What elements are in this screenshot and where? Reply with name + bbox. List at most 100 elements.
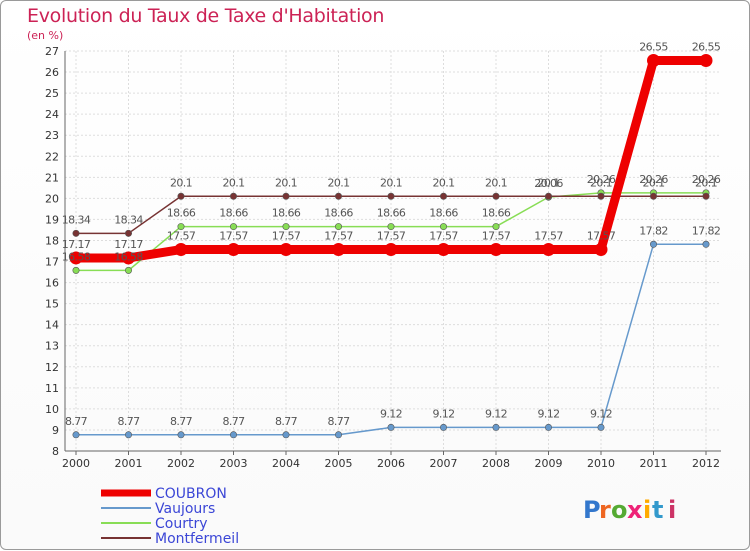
y-tick-label: 26 (45, 66, 59, 79)
point-coubron (489, 243, 503, 257)
y-tick-label: 21 (45, 171, 59, 184)
data-label-coubron: 17.57 (167, 230, 196, 243)
data-label-montfermeil: 20.1 (380, 176, 402, 189)
proxiti-logo: Pr o x i t i (583, 496, 676, 524)
x-tick-label: 2010 (587, 457, 615, 470)
y-tick-label: 23 (45, 129, 59, 142)
point-montfermeil (597, 192, 605, 200)
x-tick-label: 2008 (482, 457, 510, 470)
data-label-coubron: 26.55 (639, 40, 668, 53)
data-label-vaujours: 9.12 (380, 407, 402, 420)
data-label-coubron: 26.55 (692, 40, 721, 53)
data-label-montfermeil: 18.34 (62, 213, 91, 226)
point-coubron (647, 53, 660, 67)
data-label-vaujours: 9.12 (432, 407, 454, 420)
x-tick-label: 2004 (272, 457, 300, 470)
data-label-montfermeil: 20.1 (485, 176, 507, 189)
data-label-coubron: 17.17 (114, 238, 143, 251)
y-tick-label: 10 (45, 403, 59, 416)
data-label-vaujours: 17.82 (639, 224, 668, 237)
point-courtry (387, 223, 395, 231)
logo-letter: o (611, 496, 628, 524)
data-label-montfermeil: 20.1 (642, 176, 664, 189)
point-courtry (492, 223, 500, 231)
series-layer (69, 53, 713, 439)
point-coubron (69, 251, 83, 265)
data-label-courtry: 18.66 (429, 207, 458, 220)
point-coubron (542, 243, 555, 257)
x-tick-label: 2007 (430, 457, 458, 470)
y-tick-label: 27 (45, 45, 59, 58)
point-montfermeil (72, 229, 80, 237)
y-tick-label: 19 (45, 213, 59, 226)
legend-label-coubron: COUBRON (155, 486, 227, 502)
point-vaujours (649, 240, 657, 248)
y-tick-label: 22 (45, 150, 59, 163)
data-label-courtry: 18.66 (167, 207, 196, 220)
point-vaujours (702, 240, 710, 248)
data-label-montfermeil: 20.1 (327, 176, 349, 189)
data-label-vaujours: 8.77 (222, 415, 245, 428)
data-label-montfermeil: 20.1 (275, 176, 297, 189)
logo-letter: t (652, 496, 663, 524)
data-label-vaujours: 9.12 (590, 407, 612, 420)
x-tick-label: 2000 (62, 457, 90, 470)
data-label-coubron: 17.57 (272, 230, 301, 243)
data-label-vaujours: 9.12 (485, 407, 507, 420)
point-coubron (279, 243, 293, 257)
x-tick-label: 2012 (692, 457, 720, 470)
point-montfermeil (125, 229, 133, 237)
data-label-montfermeil: 20.1 (222, 176, 244, 189)
unit-label: (en %) (27, 29, 64, 42)
data-label-coubron: 17.57 (482, 230, 511, 243)
data-label-courtry: 20.26 (692, 173, 721, 186)
data-label-coubron: 17.57 (429, 230, 458, 243)
point-montfermeil (230, 192, 238, 200)
point-vaujours (177, 431, 185, 439)
data-label-montfermeil: 20.1 (590, 176, 612, 189)
data-label-courtry: 18.66 (219, 207, 248, 220)
x-tick-label: 2005 (325, 457, 353, 470)
data-label-vaujours: 8.77 (275, 415, 298, 428)
data-label-courtry: 18.66 (377, 207, 406, 220)
y-tick-label: 16 (45, 277, 59, 290)
point-vaujours (597, 423, 605, 431)
point-courtry (125, 266, 133, 274)
point-coubron (699, 53, 713, 67)
point-courtry (439, 223, 447, 231)
x-tick-label: 2002 (167, 457, 195, 470)
data-label-coubron: 17.17 (62, 238, 91, 251)
point-vaujours (230, 431, 238, 439)
y-tick-label: 9 (52, 424, 59, 437)
x-tick-label: 2001 (115, 457, 143, 470)
data-label-montfermeil: 20.1 (537, 176, 559, 189)
data-label-vaujours: 9.12 (537, 407, 559, 420)
point-courtry (282, 223, 290, 231)
point-coubron (384, 243, 398, 257)
point-courtry (230, 223, 238, 231)
x-tick-label: 2011 (640, 457, 668, 470)
chart-title: Evolution du Taux de Taxe d'Habitation (27, 5, 385, 27)
y-tick-label: 11 (45, 382, 59, 395)
data-label-vaujours: 8.77 (117, 415, 140, 428)
point-montfermeil (387, 192, 395, 200)
point-coubron (227, 243, 240, 257)
logo-letter: i (668, 496, 676, 524)
point-coubron (437, 243, 450, 257)
data-label-courtry: 18.66 (482, 207, 511, 220)
y-tick-label: 14 (45, 319, 59, 332)
point-montfermeil (649, 192, 657, 200)
data-label-courtry: 20.06 (534, 177, 563, 190)
data-label-montfermeil: 20.1 (695, 176, 717, 189)
point-courtry (72, 266, 80, 274)
data-label-courtry: 16.58 (114, 250, 143, 263)
y-tick-label: 8 (52, 445, 59, 458)
point-vaujours (282, 431, 290, 439)
data-label-coubron: 17.57 (587, 230, 616, 243)
axes (64, 51, 721, 452)
point-vaujours (334, 431, 342, 439)
data-label-montfermeil: 20.1 (170, 176, 192, 189)
logo-letter: P (583, 496, 601, 524)
data-label-courtry: 18.66 (324, 207, 353, 220)
